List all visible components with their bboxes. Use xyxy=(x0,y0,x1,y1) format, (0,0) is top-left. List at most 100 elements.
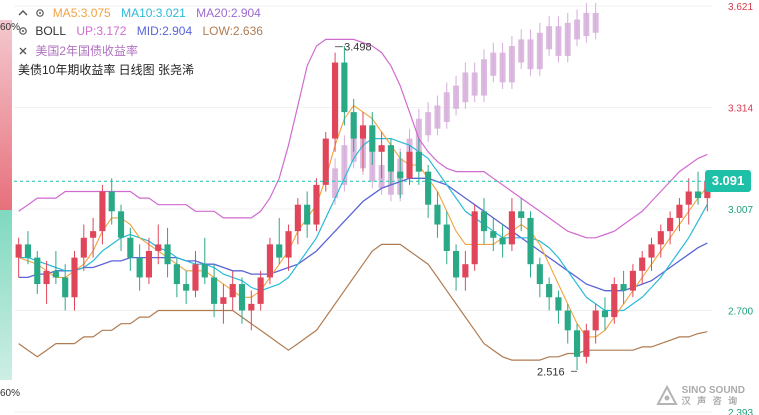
candle-up xyxy=(71,257,78,298)
candle-up xyxy=(15,244,22,258)
candle-down xyxy=(304,204,311,225)
candle-up xyxy=(257,277,264,304)
candle-up xyxy=(155,244,162,251)
left-scale-top-label: 60% xyxy=(0,22,21,33)
candle-up xyxy=(592,310,599,331)
overlay-bar xyxy=(443,92,450,123)
overlay-bar xyxy=(434,105,441,129)
candle-down xyxy=(341,62,348,113)
candle-down xyxy=(452,250,460,278)
candle-up xyxy=(359,125,367,139)
candle-down xyxy=(546,284,553,298)
candle-down xyxy=(34,257,41,285)
candle-up xyxy=(508,211,515,245)
candle-up xyxy=(229,284,236,298)
overlay-legend: 美国2年国债收益率 xyxy=(18,42,145,59)
watermark-line2: 汉 声 咨 询 xyxy=(681,396,740,406)
candle-down xyxy=(211,277,218,304)
logo-icon xyxy=(655,385,678,405)
candle-up xyxy=(471,211,478,265)
candle-up xyxy=(332,62,339,139)
candle-up xyxy=(462,264,469,278)
candle-down xyxy=(183,284,190,291)
overlay-bar xyxy=(481,59,487,96)
settings-gear-icon[interactable] xyxy=(35,8,45,18)
boll-legend: BOLL UP:3.172 MID:2.904 LOW:2.636 xyxy=(18,24,270,38)
y-tick-label: 2.700 xyxy=(728,307,753,318)
candle-up xyxy=(99,191,106,232)
candle-up xyxy=(322,138,329,185)
candle-up xyxy=(611,284,618,318)
ma5-value: MA5:3.075 xyxy=(52,6,111,20)
overlay-bar xyxy=(574,19,581,40)
candle-down xyxy=(564,310,571,331)
candle-down xyxy=(573,330,581,357)
candle-down xyxy=(415,151,422,172)
overlay-bar xyxy=(536,32,543,70)
candle-up xyxy=(648,244,655,258)
left-scale-down-bar xyxy=(0,210,12,380)
overlay-bar xyxy=(369,151,376,182)
overlay-bar xyxy=(592,12,599,33)
overlay-bar xyxy=(518,39,525,63)
left-scale-bottom-label: 60% xyxy=(0,388,21,399)
left-scale-up-bar xyxy=(0,20,12,210)
candle-down xyxy=(387,145,394,172)
candle-down xyxy=(201,264,208,278)
chart-title: 美债10年期收益率 日线图 张尧浠 xyxy=(18,63,195,77)
candle-down xyxy=(108,191,115,212)
candle-up xyxy=(313,184,320,225)
candle-down xyxy=(527,217,534,265)
candle-up xyxy=(583,330,590,357)
candle-down xyxy=(490,231,497,238)
candle-down xyxy=(369,125,376,152)
candle-down xyxy=(136,257,143,278)
candle-down xyxy=(443,224,450,251)
candle-up xyxy=(676,204,683,218)
candle-up xyxy=(220,297,227,304)
overlay-bar xyxy=(453,85,460,109)
overlay-bar xyxy=(508,46,515,83)
ma20-value: MA20:2.904 xyxy=(196,6,261,20)
candle-down xyxy=(499,237,506,245)
boll-upper-line xyxy=(18,38,708,239)
candle-down xyxy=(425,171,432,205)
candle-up xyxy=(685,191,692,205)
candle-down xyxy=(52,270,59,278)
overlay-bar xyxy=(462,72,469,103)
boll-up-value: UP:3.172 xyxy=(76,24,127,38)
candle-up xyxy=(285,231,292,258)
candle-up xyxy=(406,151,413,179)
overlay-bar xyxy=(555,26,562,56)
boll-label: BOLL xyxy=(35,24,67,38)
settings-gear-icon[interactable] xyxy=(18,26,28,36)
boll-low-value: LOW:2.636 xyxy=(202,24,263,38)
candle-up xyxy=(266,244,274,278)
close-icon[interactable] xyxy=(18,46,28,56)
overlay-bar xyxy=(499,52,506,83)
candle-up xyxy=(639,257,646,271)
ma-legend: MA5:3.075 MA10:3.021 MA20:2.904 xyxy=(18,6,268,20)
candle-down xyxy=(480,211,488,232)
candle-up xyxy=(629,270,636,291)
overlay-bar xyxy=(490,52,497,76)
sino-sound-watermark: SINO SOUND 汉 声 咨 询 xyxy=(655,385,745,407)
candle-down xyxy=(117,211,125,238)
chevron-up-icon[interactable] xyxy=(18,8,28,18)
candle-down xyxy=(276,244,283,258)
overlay-bar xyxy=(546,26,553,50)
current-price-tag: 3.091 xyxy=(705,170,751,193)
overlay-series-label: 美国2年国债收益率 xyxy=(35,44,139,58)
candle-down xyxy=(694,191,702,199)
ma10-value: MA10:3.021 xyxy=(121,6,186,20)
overlay-bar xyxy=(341,145,348,185)
candle-down xyxy=(238,284,246,311)
candle-down xyxy=(518,211,525,218)
boll-lower-line xyxy=(18,243,708,361)
candle-up xyxy=(294,204,301,232)
candle-down xyxy=(350,112,357,139)
candle-up xyxy=(80,237,87,258)
candle-up xyxy=(90,231,97,238)
candle-down xyxy=(127,237,134,258)
y-tick-label: 3.621 xyxy=(728,2,753,13)
